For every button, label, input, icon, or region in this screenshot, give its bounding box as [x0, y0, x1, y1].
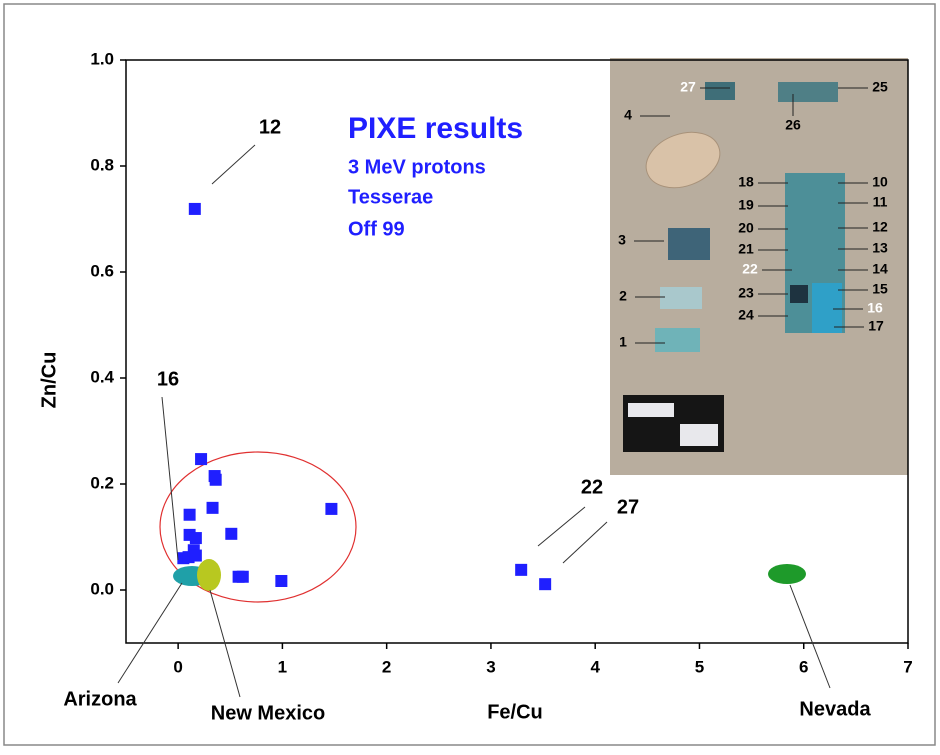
inset-label: 2: [619, 288, 627, 304]
inset-label: 14: [872, 261, 888, 277]
inset-label: 10: [872, 174, 888, 190]
inset-label: 4: [624, 107, 632, 123]
point: [195, 453, 208, 466]
inset-label: 22: [742, 261, 758, 277]
inset-label: 18: [738, 174, 754, 190]
inset-label: 11: [873, 194, 888, 210]
annotation: 27: [617, 496, 639, 518]
subtitle: Tesserae: [348, 186, 433, 208]
y-tick-label: 0.8: [90, 155, 114, 174]
y-tick-label: 0.2: [90, 473, 114, 492]
inset-photo: [610, 58, 908, 475]
y-tick-label: 1.0: [90, 49, 114, 68]
annotation-line: [789, 584, 831, 689]
scale-card: [628, 403, 674, 417]
y-axis-label: Zn/Cu: [38, 352, 60, 409]
tile: [812, 283, 842, 333]
inset-label: 25: [872, 79, 888, 95]
x-tick-label: 3: [486, 657, 495, 676]
annotation: Arizona: [63, 688, 137, 710]
point: [209, 473, 222, 486]
scale-card: [680, 424, 718, 446]
y-tick-label: 0.4: [90, 367, 114, 386]
tile: [655, 328, 700, 352]
inset-label: 23: [738, 285, 754, 301]
x-tick-label: 2: [382, 657, 391, 676]
x-axis-label: Fe/Cu: [487, 701, 543, 723]
annotation: 16: [157, 368, 179, 390]
x-tick-label: 1: [278, 657, 287, 676]
inset-label: 13: [872, 240, 888, 256]
annotation: 22: [581, 476, 603, 498]
point: [188, 202, 201, 215]
inset-label: 17: [868, 318, 884, 334]
region-circle: [159, 451, 357, 603]
x-tick-label: 0: [173, 657, 182, 676]
annotation-line: [209, 589, 241, 698]
inset-label: 26: [785, 117, 801, 133]
point: [325, 502, 338, 515]
annotation-line: [117, 582, 183, 684]
point: [206, 501, 219, 514]
point: [225, 527, 238, 540]
tile: [668, 228, 710, 260]
inset-label: 27: [680, 79, 696, 95]
region-nevada: [768, 564, 806, 584]
subtitle: Off 99: [348, 218, 405, 240]
annotation-line: [562, 521, 608, 564]
tile: [660, 287, 702, 309]
subtitle: 3 MeV protons: [348, 156, 486, 178]
point: [189, 549, 202, 562]
annotation-line: [211, 144, 256, 185]
inset-label: 21: [738, 241, 754, 257]
x-tick-label: 7: [903, 657, 912, 676]
tile: [705, 82, 735, 100]
annotation: 12: [259, 116, 281, 138]
chart-title: PIXE results: [348, 112, 523, 145]
annotation-line: [161, 396, 179, 561]
point: [515, 563, 528, 576]
point: [189, 532, 202, 545]
inset-label: 12: [872, 219, 888, 235]
inset-label: 1: [619, 334, 627, 350]
point: [539, 578, 552, 591]
point: [236, 570, 249, 583]
region-new-mexico: [197, 559, 221, 591]
y-tick-label: 0.0: [90, 579, 114, 598]
tile: [645, 131, 721, 189]
tile: [778, 82, 838, 102]
annotation: New Mexico: [211, 702, 325, 724]
inset-label: 3: [618, 232, 626, 248]
inset-label: 15: [872, 281, 888, 297]
tile: [790, 285, 808, 303]
inset-label: 16: [867, 300, 883, 316]
annotation-line: [537, 506, 586, 547]
inset-label: 19: [738, 197, 754, 213]
x-tick-label: 6: [799, 657, 808, 676]
point: [275, 574, 288, 587]
plot-frame: [125, 59, 909, 644]
inset-label: 24: [738, 307, 754, 323]
annotation: Nevada: [799, 698, 871, 720]
point: [183, 508, 196, 521]
x-tick-label: 4: [590, 657, 600, 676]
inset-label: 20: [738, 220, 754, 236]
x-tick-label: 5: [695, 657, 704, 676]
y-tick-label: 0.6: [90, 261, 114, 280]
